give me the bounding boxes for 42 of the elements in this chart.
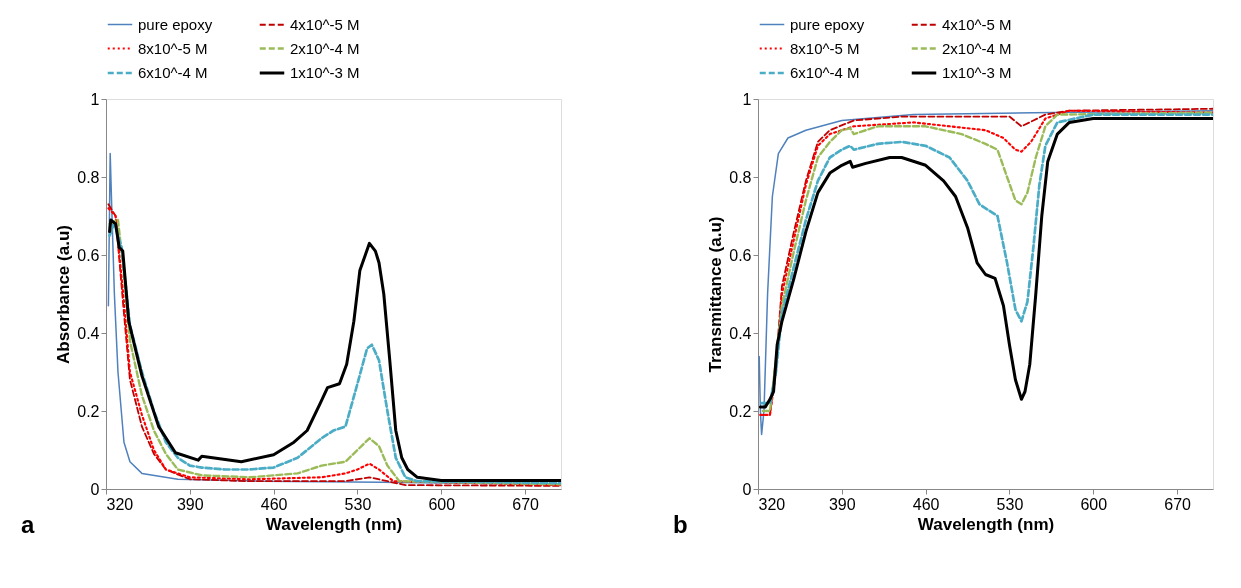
y-tick-label: 0.2	[77, 402, 100, 420]
legend-label: 8x10^-5 M	[790, 39, 860, 57]
x-tick-label: 390	[176, 495, 204, 513]
x-tick-label: 670	[512, 495, 540, 513]
y-tick-label: 0.6	[77, 246, 100, 264]
y-tick-label: 0.4	[77, 324, 100, 342]
legend-label: 4x10^-5 M	[290, 15, 360, 33]
x-axis-title: Wavelength (nm)	[917, 514, 1055, 534]
x-tick-label: 460	[260, 495, 288, 513]
legend-label: pure epoxy	[138, 15, 213, 33]
x-tick-label: 530	[996, 495, 1024, 513]
y-tick-label: 1	[90, 90, 100, 108]
x-tick-label: 670	[1164, 495, 1192, 513]
legend-label: 4x10^-5 M	[942, 15, 1012, 33]
text: a	[21, 511, 35, 538]
y-tick-label: 0	[742, 480, 752, 498]
y-tick-label: 0.2	[729, 402, 752, 420]
y-axis-title: Absorbance (a.u)	[54, 225, 74, 364]
legend-label: 1x10^-3 M	[290, 64, 360, 81]
x-tick-label: 530	[344, 495, 372, 513]
x-tick-label: 390	[828, 495, 856, 513]
y-tick-label: 0.4	[729, 324, 752, 342]
legend-label: 1x10^-3 M	[942, 64, 1012, 81]
x-tick-label: 320	[758, 495, 786, 513]
y-tick-label: 0.8	[729, 168, 752, 186]
x-tick-label: 460	[912, 495, 940, 513]
legend-label: 6x10^-4 M	[138, 64, 208, 81]
y-tick-label: 0.6	[729, 246, 752, 264]
y-tick-label: 0	[90, 480, 100, 498]
legend-label: 2x10^-4 M	[942, 39, 1012, 57]
legend-label: 2x10^-4 M	[290, 39, 360, 57]
y-axis-title: Transmittance (a.u)	[706, 216, 726, 373]
x-tick-label: 320	[106, 495, 134, 513]
legend-label: 8x10^-5 M	[138, 39, 208, 57]
x-tick-label: 600	[1080, 495, 1108, 513]
y-tick-label: 0.8	[77, 168, 100, 186]
x-axis-title: Wavelength (nm)	[265, 514, 403, 534]
legend-label: 6x10^-4 M	[790, 64, 860, 81]
legend-label: pure epoxy	[790, 15, 865, 33]
y-tick-label: 1	[742, 90, 752, 108]
x-tick-label: 600	[428, 495, 456, 513]
text: b	[673, 511, 688, 538]
